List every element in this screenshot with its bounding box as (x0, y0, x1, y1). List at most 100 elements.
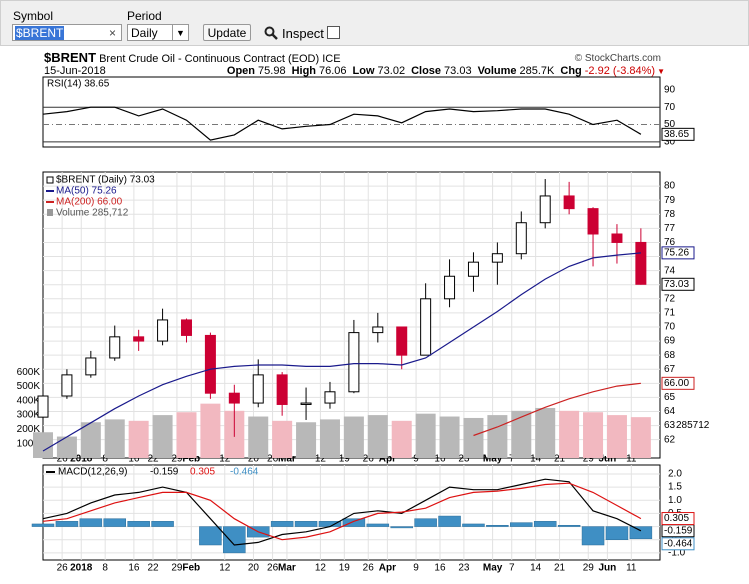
x-tick-label: 12 (219, 563, 231, 574)
volume-bar (583, 412, 604, 458)
panel-frame (42, 464, 661, 561)
value-box-label: -0.464 (664, 538, 693, 549)
x-tick-label: Mar (278, 454, 296, 465)
volume-bar (176, 412, 197, 458)
candle-body (420, 298, 432, 356)
histogram-bar (486, 525, 509, 527)
histogram-bar (342, 518, 366, 527)
y-tick-label: 69 (664, 336, 676, 347)
volume-tick-label: 400K (17, 395, 41, 406)
volume-bar (606, 415, 627, 458)
y-tick-label: 71 (664, 308, 676, 319)
histogram-bar (510, 522, 533, 527)
value-box (661, 512, 695, 526)
volume-bar (391, 420, 412, 458)
x-tick-label: 21 (554, 454, 566, 465)
y-tick-label: 77 (664, 223, 676, 234)
down-arrow: ▼ (657, 67, 665, 76)
volume-bar (415, 413, 436, 458)
candle-body (85, 357, 97, 376)
moving-average (473, 382, 641, 437)
candle-body (635, 241, 647, 285)
x-tick-label: 14 (530, 454, 542, 465)
y-tick-label: 90 (664, 85, 676, 96)
clear-icon[interactable]: × (108, 26, 116, 40)
y-tick-label: 78 (664, 209, 676, 220)
quote-name: Volume (477, 65, 517, 77)
volume-bar (343, 416, 364, 458)
quote-value: 73.03 (444, 65, 472, 77)
x-tick-label: 29 (583, 563, 595, 574)
symbol-label: Symbol (13, 9, 54, 23)
histogram-bar (79, 518, 103, 527)
quote-value: 73.02 (377, 65, 406, 77)
y-tick-label: 79 (664, 195, 676, 206)
x-tick-label: 26 (363, 454, 375, 465)
symbol-input[interactable]: $BRENT × (12, 24, 122, 41)
histogram-bar (31, 523, 55, 527)
candle-body (587, 208, 599, 235)
legend-swatch (46, 176, 54, 184)
candle-body (611, 233, 623, 243)
toolbar: Symbol $BRENT × Period Daily ▼ Update In… (0, 0, 749, 46)
histogram-bar (294, 521, 318, 527)
candle-body (563, 195, 575, 210)
y-tick-label: -1.0 (668, 548, 686, 559)
x-tick-label: 26 (267, 563, 279, 574)
volume-bar (272, 420, 293, 458)
x-tick-label: Feb (182, 563, 200, 574)
x-tick-label: 7 (509, 454, 515, 465)
value-box-label: 0.305 (664, 513, 689, 524)
panel-frame (42, 76, 661, 148)
candle-body (491, 253, 503, 263)
update-button[interactable]: Update (203, 24, 251, 41)
volume-bar (80, 422, 101, 458)
inspect-checkbox[interactable] (327, 26, 340, 39)
y-tick-label: 68 (664, 350, 676, 361)
quote-name: Close (411, 65, 442, 77)
x-tick-label: 16 (434, 454, 446, 465)
y-tick-label: 64 (664, 406, 676, 417)
value-box (661, 127, 695, 141)
candle-body (180, 319, 192, 336)
candle-body (157, 319, 169, 342)
y-tick-label: 70 (664, 322, 676, 333)
y-tick-label: 50 (664, 119, 676, 130)
inspect-label: Inspect (282, 26, 324, 41)
value-box-label: 75.26 (664, 248, 689, 259)
date: 15-Jun-2018 (44, 65, 106, 77)
histogram-bar (414, 518, 437, 527)
volume-bar (248, 416, 269, 458)
x-tick-label: 19 (339, 454, 351, 465)
x-tick-label: 22 (147, 454, 159, 465)
x-tick-label: Jun (598, 563, 616, 574)
chart-header: $BRENT Brent Crude Oil - Continuous Cont… (44, 50, 341, 65)
x-tick-label: 20 (248, 563, 260, 574)
x-tick-label: May (483, 454, 503, 465)
x-tick-label: 8 (102, 563, 108, 574)
period-select[interactable]: Daily ▼ (127, 24, 189, 41)
legend-value: -0.159 (150, 467, 179, 478)
candle-body (37, 395, 49, 418)
value-box (661, 376, 695, 390)
quote: Open 75.98 High 76.06 Low 73.02 Close 73.03 Volu… (227, 65, 665, 77)
y-tick-label: 30 (664, 136, 676, 147)
x-tick-label: 7 (509, 563, 515, 574)
quote-name: Chg (560, 65, 582, 77)
period-label: Period (127, 9, 162, 23)
volume-tick-label: 300K (17, 410, 41, 421)
quote-value: -2.92 (-3.84%) (584, 65, 656, 77)
legend: $BRENT (Daily) 73.03 (56, 175, 155, 186)
x-tick-label: 23 (458, 454, 470, 465)
value-box (661, 246, 695, 260)
histogram-bar (151, 521, 174, 527)
volume-bar (559, 410, 580, 458)
legend: MA(50) 75.26 (56, 186, 117, 197)
x-tick-label: 8 (102, 454, 108, 465)
histogram-bar (103, 518, 126, 527)
candle-body (324, 391, 336, 404)
candle-body (467, 261, 479, 277)
histogram-bar (366, 523, 390, 527)
y-tick-label: 2.0 (668, 469, 682, 480)
